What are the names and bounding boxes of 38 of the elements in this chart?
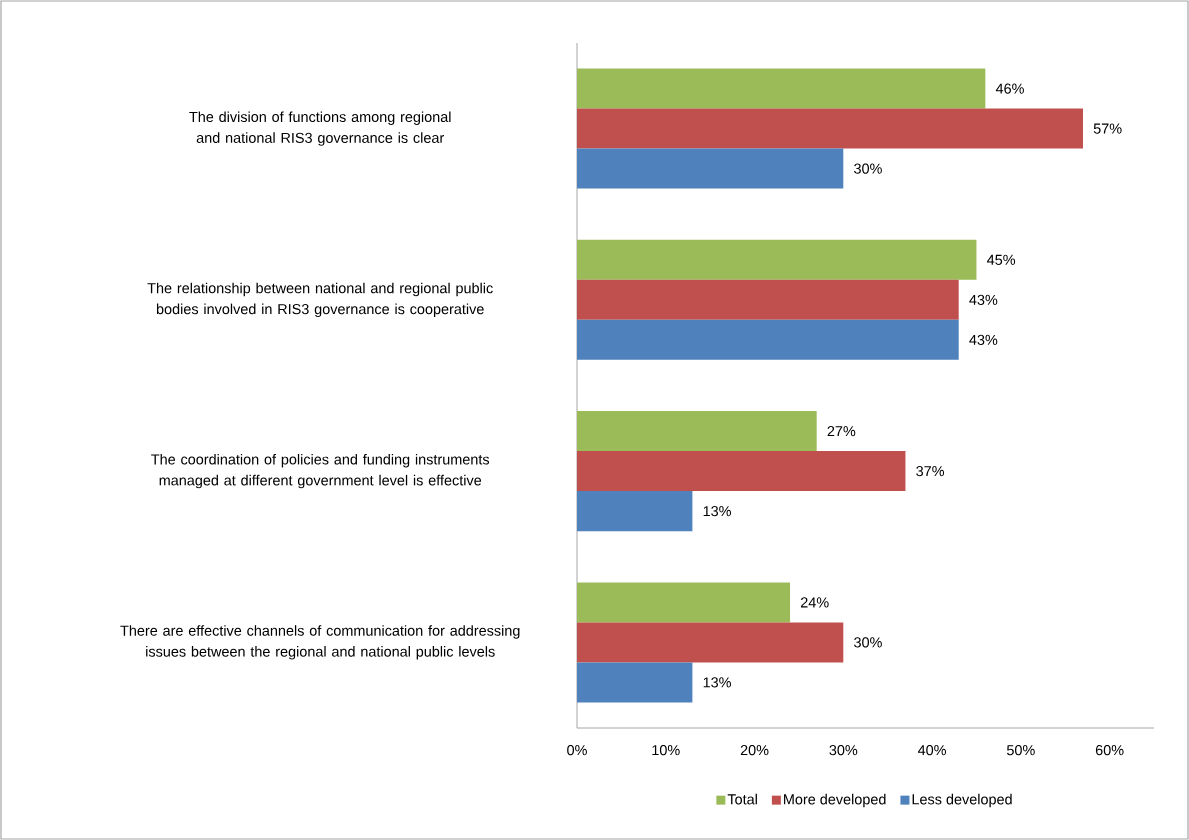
bar	[577, 279, 959, 320]
bar	[577, 108, 1083, 149]
bar	[577, 239, 977, 280]
data-label: 30%	[854, 163, 882, 174]
data-label: 24%	[800, 597, 829, 608]
bar	[577, 491, 693, 532]
bar	[577, 582, 791, 623]
x-tick-label: 20%	[740, 745, 769, 756]
bar	[577, 411, 817, 452]
y-tick-label: The relationship between national and regional public bodies involved in RIS3 governance is cooperative	[147, 282, 493, 318]
y-tick-label: The division of functions among regional and national RIS3 governance is clear	[189, 111, 451, 146]
bar	[577, 148, 844, 189]
data-label: 46%	[995, 83, 1024, 94]
x-tick-label: 60%	[1095, 745, 1124, 756]
legend-label: Total	[727, 793, 757, 805]
data-label: 13%	[703, 506, 732, 517]
x-tick-label: 50%	[1006, 745, 1035, 756]
data-label: 27%	[827, 426, 856, 437]
bar	[577, 451, 906, 492]
bar	[577, 68, 986, 109]
x-tick-label: 0%	[567, 745, 587, 756]
y-tick-label: There are effective channels of communication for addressing issues between the regional and national public levels	[120, 625, 520, 660]
data-label: 37%	[916, 466, 945, 477]
data-label: 45%	[986, 254, 1016, 265]
data-label: 43%	[969, 294, 998, 305]
data-label: 43%	[969, 334, 998, 345]
bar	[577, 622, 844, 663]
legend-label: Less developed	[912, 793, 1012, 808]
y-tick-label: The coordination of policies and funding instruments managed at different government level is effective	[151, 453, 490, 489]
data-label: 30%	[854, 637, 882, 648]
x-tick-label: 10%	[652, 745, 680, 756]
data-label: 13%	[703, 677, 732, 688]
data-label: 57%	[1093, 123, 1122, 134]
legend-label: More developed	[784, 793, 886, 808]
x-tick-label: 30%	[829, 745, 858, 756]
x-tick-label: 40%	[917, 745, 947, 756]
bar	[577, 662, 693, 703]
bar	[577, 319, 959, 360]
